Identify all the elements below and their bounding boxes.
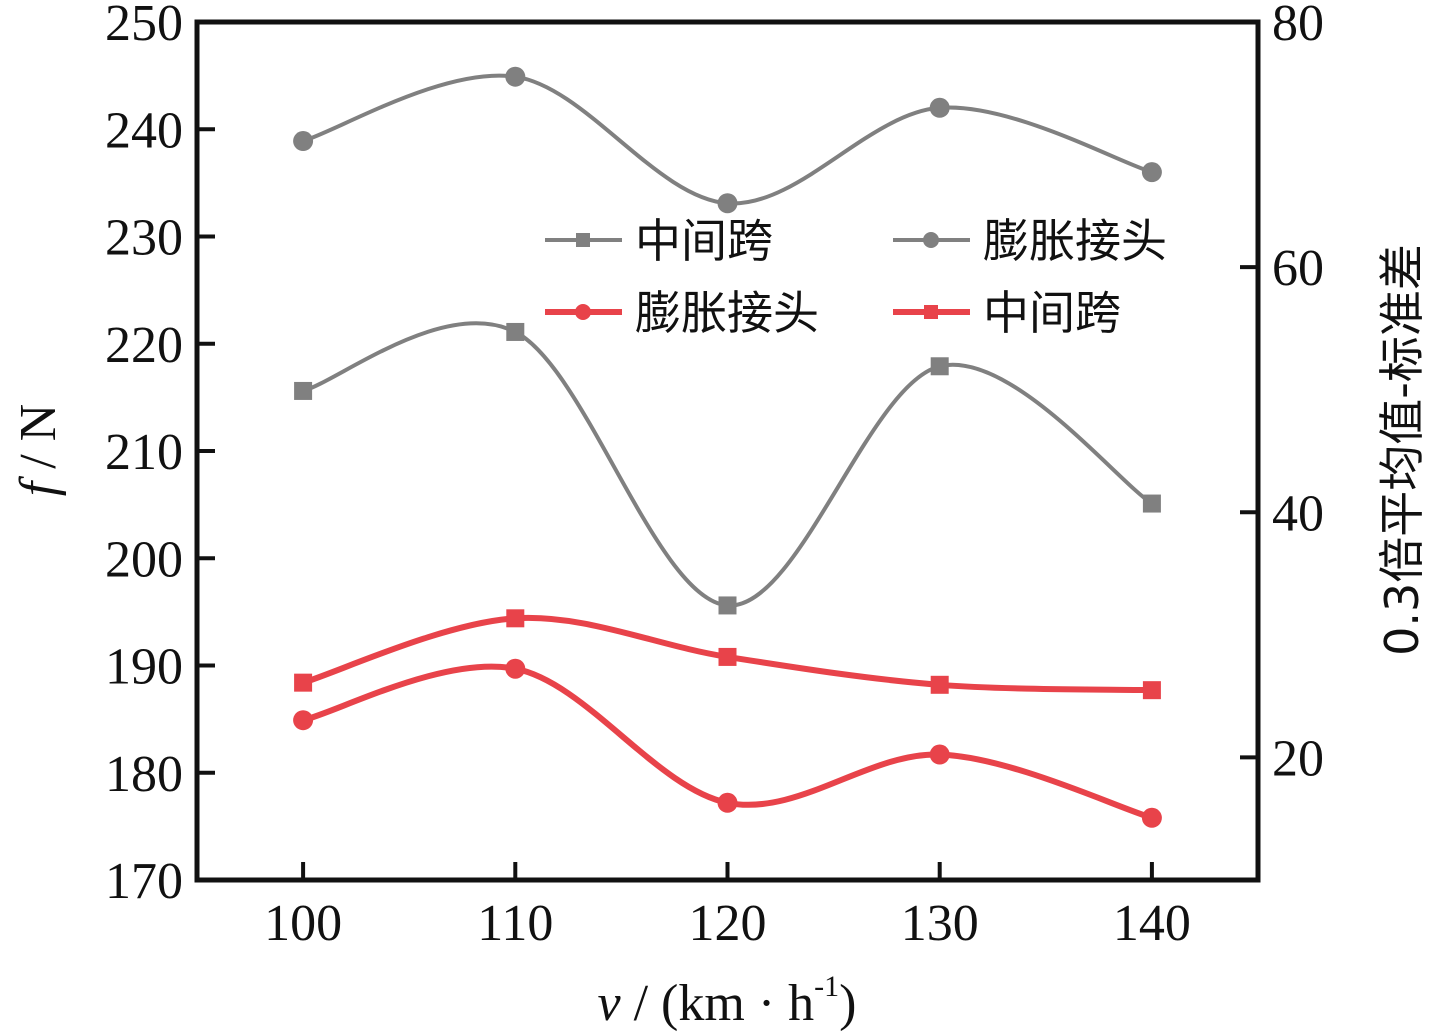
data-point [929,97,950,118]
legend-label: 膨胀接头 [635,286,819,340]
data-point [930,357,949,376]
y-tick-label: 220 [105,317,183,374]
data-point [718,596,737,615]
series-1 [293,66,1162,214]
y2-tick-label: 80 [1272,0,1324,52]
data-point [717,792,738,813]
y2-tick-label: 60 [1272,240,1324,297]
data-point [1141,807,1162,828]
y-axis-title: f / N [10,404,67,496]
legend-item: 膨胀接头 [893,214,1167,268]
y-tick-label: 210 [105,424,183,481]
data-point [293,131,314,152]
data-point [1141,162,1162,183]
data-point [506,609,525,628]
x-tick-label: 120 [689,895,767,952]
data-point [505,66,526,87]
y-tick-label: 170 [105,853,183,910]
data-point [1142,494,1161,513]
legend-marker [924,305,938,319]
data-point [929,744,950,765]
legend-label: 中间跨 [635,214,773,268]
y2-tick-label: 40 [1272,485,1324,542]
data-point [1142,681,1161,700]
x-tick-label: 100 [264,895,342,952]
data-point [930,675,949,694]
x-axis-title-var: v [598,975,622,1032]
x-axis-title-sup: -1 [814,970,839,1003]
y-tick-label: 180 [105,746,183,803]
x-axis-title: v / (km · h-1) [598,970,857,1032]
series-0 [294,321,1161,615]
x-axis-title-unit: / (km · h [621,975,815,1032]
y-tick-label: 250 [105,0,183,52]
y2-axis-title: 0.3倍平均值-标准差 [1375,244,1429,656]
legend-marker [575,304,591,320]
data-point [505,658,526,679]
y-tick-label: 240 [105,102,183,159]
y-axis-left: 170 180 190 200 210 220 230 240 250 [105,0,215,910]
data-point [718,647,737,666]
legend-label: 膨胀接头 [983,214,1167,268]
legend-marker [923,232,939,248]
data-point [506,322,525,341]
y-axis-right: 20 40 60 80 [1240,0,1324,787]
legend-item: 中间跨 [545,214,773,268]
series-line [302,321,1153,608]
y-tick-label: 200 [105,531,183,588]
x-tick-label: 130 [901,895,979,952]
y-axis-title-unit: / N [10,404,67,482]
legend-marker [576,233,590,247]
series-2 [293,658,1162,828]
data-point [294,381,313,400]
x-axis-title-close: ) [839,975,856,1032]
data-point [294,673,313,692]
data-point [717,193,738,214]
series-line [302,73,1153,206]
series-layer [293,66,1162,828]
x-tick-label: 110 [477,895,553,952]
y-tick-label: 190 [105,639,183,696]
data-point [293,710,314,731]
series-3 [294,609,1161,700]
x-axis: 100 110 120 130 140 [264,862,1191,952]
y2-tick-label: 20 [1272,730,1324,787]
legend-item: 膨胀接头 [545,286,819,340]
x-tick-label: 140 [1113,895,1191,952]
legend-label: 中间跨 [983,286,1121,340]
y-tick-label: 230 [105,210,183,267]
legend-item: 中间跨 [893,286,1121,340]
